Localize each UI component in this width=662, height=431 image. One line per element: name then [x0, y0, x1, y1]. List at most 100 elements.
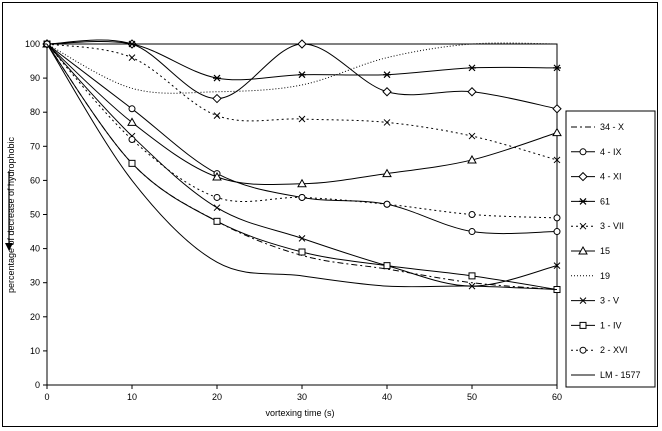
data-point [579, 197, 587, 205]
y-tick-label: 70 [30, 141, 40, 151]
legend-item: 3 - V [571, 296, 619, 306]
y-tick-label: 80 [30, 107, 40, 117]
legend-label: 15 [600, 246, 610, 256]
data-point [298, 235, 306, 242]
legend-label: LM - 1577 [600, 370, 641, 380]
y-tick-label: 40 [30, 244, 40, 254]
x-tick-label: 60 [552, 392, 562, 402]
legend-item: 15 [571, 245, 610, 256]
x-tick-label: 0 [44, 392, 49, 402]
axes-layer: 0 10 20 30 40 50 60 70 80 90 100 0 10 20 30 40 50 60 [25, 39, 562, 402]
legend-label: 2 - XVI [600, 345, 628, 355]
data-point [579, 346, 587, 354]
data-point [467, 87, 477, 97]
data-point [212, 93, 222, 104]
data-point [578, 245, 588, 255]
data-point [579, 148, 587, 156]
data-point [552, 104, 562, 114]
data-point [298, 193, 306, 201]
data-point [213, 74, 221, 82]
data-point [213, 193, 221, 201]
y-tick-label: 20 [30, 312, 40, 322]
data-point [553, 156, 561, 164]
data-point [298, 71, 306, 79]
y-axis-arrow [5, 171, 13, 251]
legend-label: 19 [600, 271, 610, 281]
series-34-x [46, 43, 558, 291]
data-point [468, 64, 476, 72]
data-point [467, 154, 477, 164]
series-line [46, 42, 558, 94]
data-point [128, 159, 136, 167]
legend-label: 1 - IV [600, 320, 622, 330]
legend-item: 34 - X [571, 122, 624, 132]
series-layer [42, 38, 562, 294]
data-point [578, 171, 588, 182]
data-point [579, 222, 587, 230]
legend-item: 19 [571, 271, 610, 281]
legend-item: 4 - XI [571, 172, 622, 182]
legend-item: 4 - IX [571, 147, 622, 157]
data-point [383, 119, 391, 126]
legend-label: 34 - X [600, 122, 624, 132]
data-point [127, 117, 137, 126]
series-line [46, 43, 558, 291]
data-point [468, 132, 476, 140]
legend: 34 - X 4 - IX 4 - XI 61 3 - VII 15 19 3 - V 1 - … [565, 110, 656, 388]
x-tick-label: 50 [467, 392, 477, 402]
x-tick-label: 10 [127, 392, 137, 402]
data-point [383, 200, 391, 208]
y-tick-label: 50 [30, 210, 40, 220]
data-point [552, 127, 562, 137]
data-point [382, 87, 392, 97]
data-point [553, 64, 561, 72]
data-point [383, 71, 391, 79]
x-axis-label: vortexing time (s) [265, 408, 334, 418]
x-tick-label: 40 [382, 392, 392, 402]
legend-item: 61 [571, 196, 610, 206]
legend-item: 1 - IV [571, 320, 622, 330]
plot-area [46, 43, 558, 386]
y-tick-label: 100 [25, 39, 40, 49]
series-lm-1577 [46, 43, 558, 291]
data-point [579, 321, 587, 329]
legend-box [565, 110, 656, 388]
data-point [383, 262, 391, 270]
data-point [297, 178, 307, 188]
y-tick-label: 0 [35, 380, 40, 390]
data-point [213, 217, 221, 225]
data-point [468, 228, 476, 236]
data-point [579, 297, 587, 304]
data-point [213, 112, 221, 119]
y-tick-label: 10 [30, 346, 40, 356]
data-point [128, 54, 136, 61]
data-point [468, 272, 476, 280]
data-point [553, 228, 561, 236]
data-point [298, 115, 306, 123]
data-point [298, 248, 306, 256]
series-2-xvi [43, 40, 561, 222]
data-point [212, 171, 222, 181]
legend-label: 4 - XI [600, 172, 622, 182]
y-axis-label: percentage of decrease of hydrophobic [6, 136, 16, 293]
series-15 [42, 38, 562, 188]
series-19 [46, 42, 558, 94]
legend-label: 3 - VII [600, 221, 624, 231]
data-point [553, 262, 561, 270]
data-point [128, 105, 136, 113]
y-tick-label: 30 [30, 278, 40, 288]
data-point [297, 39, 307, 49]
data-point [553, 214, 561, 222]
x-tick-label: 30 [297, 392, 307, 402]
legend-item: 3 - VII [571, 221, 624, 231]
y-tick-label: 60 [30, 175, 40, 185]
plot-border [46, 43, 558, 386]
legend-label: 61 [600, 196, 610, 206]
legend-label: 4 - IX [600, 147, 622, 157]
x-tick-label: 20 [212, 392, 222, 402]
legend-item: 2 - XVI [571, 345, 628, 355]
y-tick-label: 90 [30, 73, 40, 83]
data-point [468, 211, 476, 218]
legend-label: 3 - V [600, 296, 619, 306]
